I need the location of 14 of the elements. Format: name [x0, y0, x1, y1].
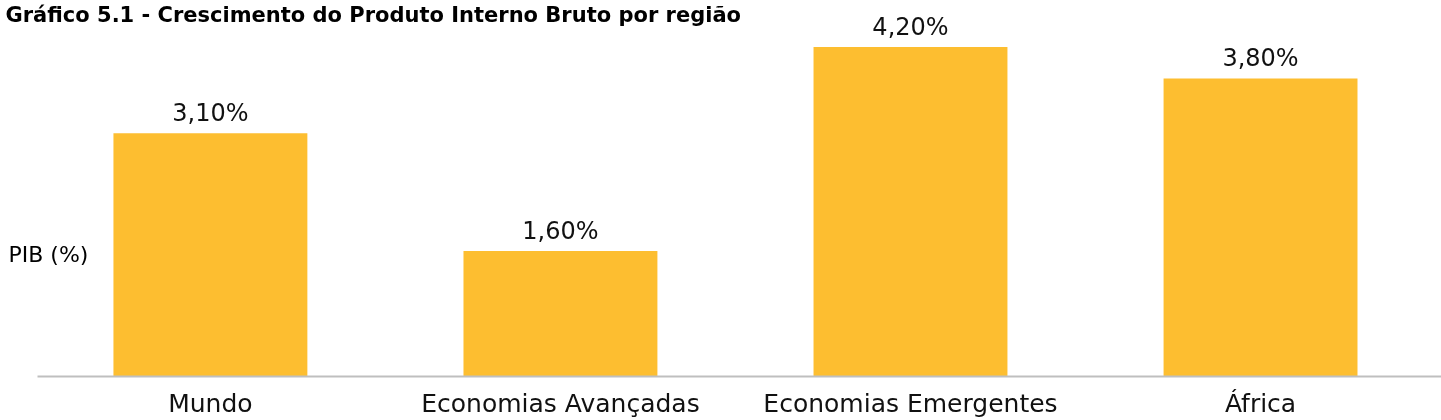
bar: [1163, 78, 1358, 377]
x-tick-label: Mundo: [168, 388, 253, 418]
data-label: 3,80%: [1222, 44, 1299, 73]
data-label: 4,20%: [872, 13, 949, 42]
data-label: 1,60%: [522, 216, 599, 245]
bar: [113, 133, 308, 377]
chart-title: Gráfico 5.1 - Crescimento do Produto Interno Bruto por região: [5, 2, 742, 27]
bar: [463, 250, 658, 377]
x-tick-label: Economias Emergentes: [763, 388, 1058, 418]
data-label: 3,10%: [172, 99, 249, 128]
bar: [813, 47, 1008, 377]
x-tick-label: Economias Avançadas: [421, 388, 700, 418]
x-tick-label: África: [1224, 388, 1297, 418]
y-axis-title: PIB (%): [8, 242, 89, 267]
